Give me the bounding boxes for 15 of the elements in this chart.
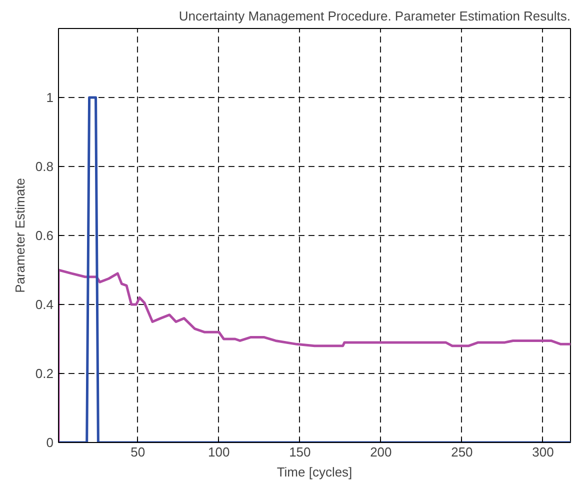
- y-tick-label: 1: [46, 90, 54, 105]
- y-tick-label: 0.6: [35, 228, 54, 243]
- y-tick-label: 0.2: [35, 366, 54, 381]
- y-tick-label: 0.4: [35, 297, 54, 312]
- x-tick-label: 300: [532, 444, 554, 460]
- y-tick-label: 0: [46, 435, 54, 450]
- x-tick-label: 200: [370, 444, 392, 460]
- chart-title: Uncertainty Management Procedure. Parameter Estimation Results.: [178, 8, 571, 24]
- x-axis-title: Time [cycles]: [276, 464, 352, 480]
- y-tick-label: 0.8: [35, 159, 54, 174]
- x-tick-label: 100: [208, 444, 230, 460]
- y-axis-title: Parameter Estimate: [12, 178, 28, 293]
- x-tick-label: 250: [451, 444, 473, 460]
- x-tick-label: 150: [289, 444, 311, 460]
- x-tick-label: 50: [130, 444, 146, 460]
